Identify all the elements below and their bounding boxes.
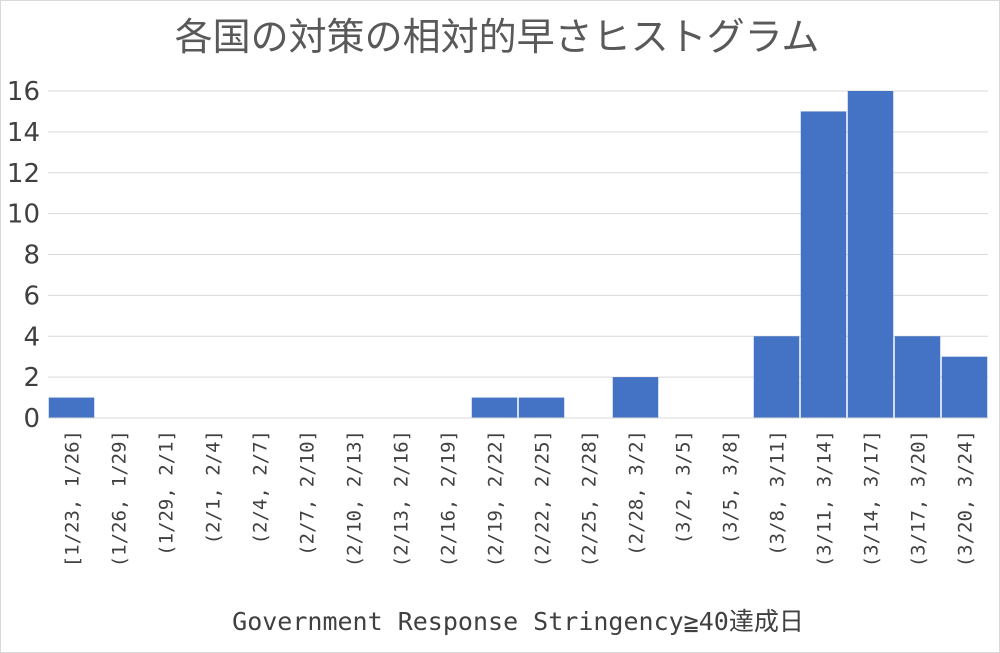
x-tick-label: (2/28, 3/2] (626, 430, 648, 556)
x-tick-label: (3/14, 3/17] (861, 430, 883, 567)
y-tick-label: 10 (7, 200, 40, 230)
bar (518, 397, 565, 418)
x-tick-label: (2/10, 2/13] (344, 430, 366, 567)
x-tick-label: (3/20, 3/24] (955, 430, 977, 567)
y-axis-ticks: 0 2 4 6 8 10 12 14 16 (7, 77, 40, 434)
x-tick-label: (3/2, 3/5] (673, 430, 695, 544)
x-tick-label: (1/26, 1/29] (109, 430, 131, 567)
y-tick-label: 16 (7, 77, 40, 107)
x-axis-label: Government Response Stringency≧40達成日 (232, 607, 804, 636)
y-tick-label: 8 (23, 241, 40, 271)
bar (894, 336, 941, 418)
x-tick-label: (2/7, 2/10] (297, 430, 319, 556)
x-tick-label: (2/22, 2/25] (532, 430, 554, 567)
bar (612, 377, 659, 418)
x-tick-label: (2/25, 2/28] (579, 430, 601, 567)
bar (941, 356, 988, 418)
x-tick-label: (2/4, 2/7] (250, 430, 272, 544)
bar (847, 91, 894, 418)
grid-lines (48, 90, 988, 378)
y-tick-label: 12 (7, 159, 40, 189)
y-tick-label: 4 (23, 322, 40, 352)
x-tick-label: (3/11, 3/14] (814, 430, 836, 567)
y-tick-label: 6 (23, 281, 40, 311)
x-tick-label: (3/8, 3/11] (767, 430, 789, 556)
x-tick-label: (2/16, 2/19] (438, 430, 460, 567)
chart-title: 各国の対策の相対的早さヒストグラム (175, 15, 820, 59)
y-tick-label: 2 (23, 363, 40, 393)
x-tick-label: [1/23, 1/26] (62, 430, 84, 567)
x-tick-label: (2/13, 2/16] (391, 430, 413, 567)
bar (800, 111, 847, 418)
bar (753, 336, 800, 418)
bar (471, 397, 518, 418)
x-tick-label: (1/29, 2/1] (156, 430, 178, 556)
bar (48, 397, 95, 418)
x-tick-label: (3/17, 3/20] (908, 430, 930, 567)
y-tick-label: 14 (7, 118, 40, 148)
x-tick-label: (2/1, 2/4] (203, 430, 225, 544)
y-tick-label: 0 (23, 404, 40, 434)
bars (48, 91, 988, 418)
x-tick-label: (3/5, 3/8] (720, 430, 742, 544)
x-tick-label: (2/19, 2/22] (485, 430, 507, 567)
x-axis-ticks: [1/23, 1/26] (1/26, 1/29] (1/29, 2/1] (2/1,… (62, 430, 977, 567)
